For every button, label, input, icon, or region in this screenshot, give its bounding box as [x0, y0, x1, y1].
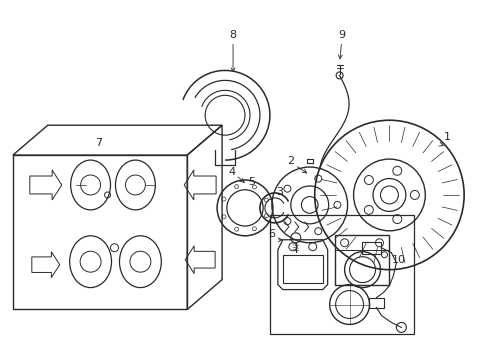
Text: 9: 9: [337, 30, 345, 40]
Text: 2: 2: [286, 156, 294, 166]
Bar: [282, 255, 322, 283]
Bar: [334, 235, 388, 285]
Bar: [269, 215, 413, 334]
Text: 3: 3: [276, 187, 283, 197]
Text: 10: 10: [390, 255, 405, 265]
Text: 8: 8: [229, 30, 236, 40]
Bar: [368, 298, 384, 307]
Text: 7: 7: [95, 138, 102, 148]
Bar: [361, 242, 381, 254]
Text: 5: 5: [248, 177, 255, 187]
Bar: [13, 155, 187, 310]
Text: 6: 6: [268, 229, 275, 239]
Text: 4: 4: [228, 167, 235, 177]
Text: 1: 1: [443, 132, 450, 142]
